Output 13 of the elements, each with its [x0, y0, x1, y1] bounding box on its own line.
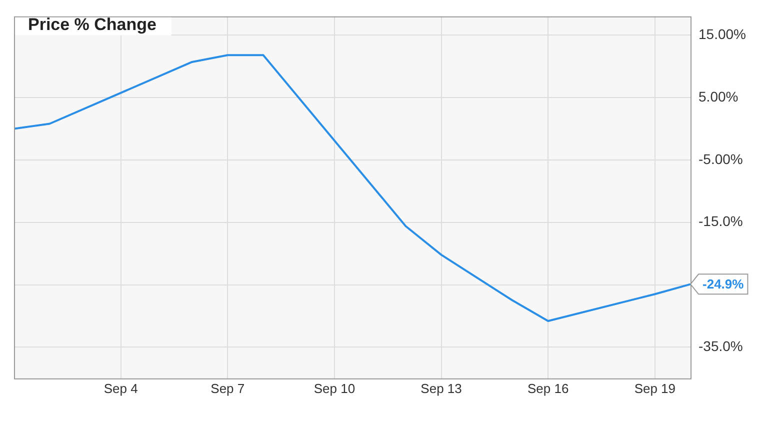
y-tick-label: -5.00%	[698, 150, 743, 167]
y-tick-label: 15.00%	[698, 26, 746, 42]
y-tick-label: 5.00%	[698, 88, 738, 104]
y-tick-label: -15.0%	[698, 213, 743, 230]
x-tick-label: Sep 4	[104, 380, 138, 396]
x-tick-label: Sep 19	[634, 380, 676, 396]
y-tick-label: -35.0%	[698, 338, 743, 354]
chart-title: Price % Change	[28, 15, 156, 34]
x-tick-label: Sep 16	[527, 380, 569, 396]
data-label: -24.9%	[702, 276, 744, 292]
x-tick-label: Sep 7	[210, 380, 245, 396]
x-tick-label: Sep 13	[420, 380, 462, 396]
x-tick-label: Sep 10	[314, 380, 356, 396]
